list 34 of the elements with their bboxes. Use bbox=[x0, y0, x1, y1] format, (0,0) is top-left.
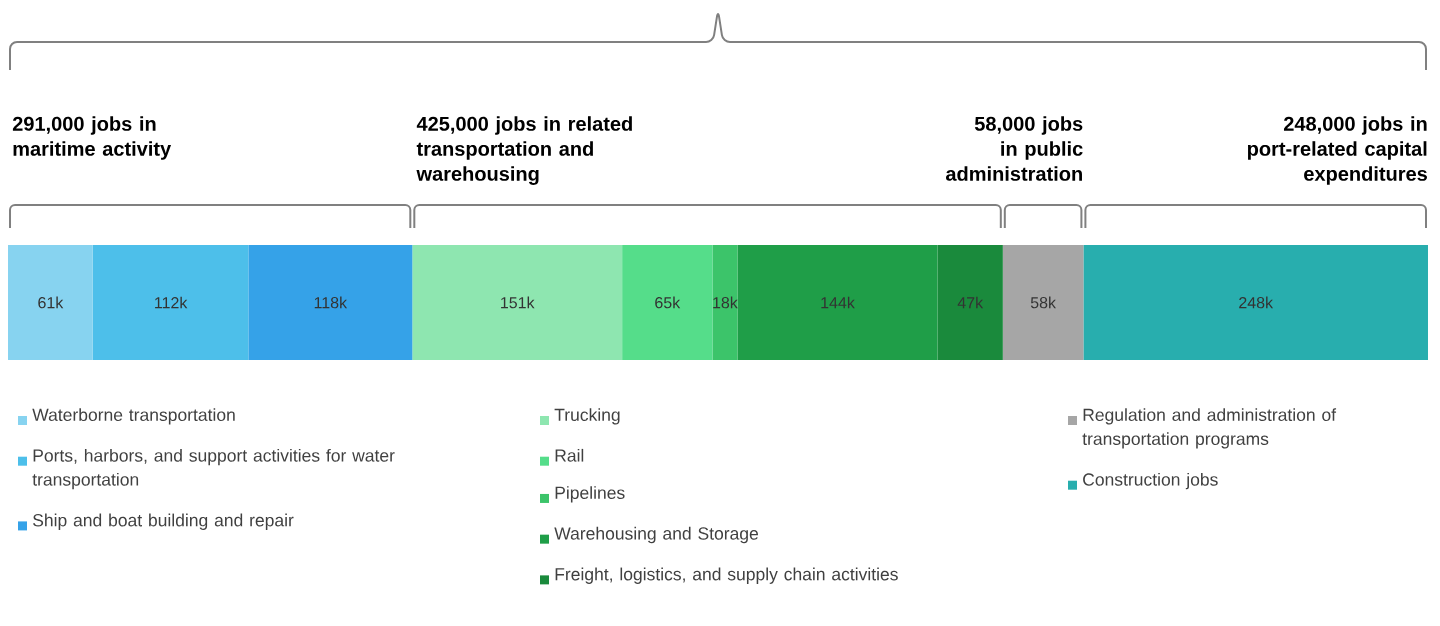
bar bbox=[92, 244, 249, 360]
bar bbox=[622, 244, 713, 360]
data-label: 144k bbox=[821, 296, 855, 309]
bar bbox=[412, 244, 623, 360]
legend-label: Ports, harbors, and support activities for water transportation bbox=[32, 448, 395, 490]
legend-label: Waterborne transportation bbox=[32, 408, 235, 425]
data-label: 47k bbox=[957, 296, 984, 309]
bar bbox=[1083, 244, 1428, 360]
bar bbox=[712, 244, 738, 360]
data-label: 118k bbox=[314, 296, 348, 309]
data-label: 248k bbox=[1239, 296, 1274, 309]
legend-label: Construction jobs bbox=[1083, 472, 1218, 490]
data-label: 58k bbox=[1030, 296, 1057, 309]
text: 291,000 jobs in maritime activity bbox=[12, 116, 172, 160]
text: 425,000 jobs in related transportation and warehousing bbox=[416, 116, 632, 185]
bar bbox=[248, 244, 413, 360]
bar bbox=[937, 244, 1003, 360]
text: 248,000 jobs in port-related capital expenditures bbox=[1247, 116, 1427, 185]
text: 58,000 jobs in public administration bbox=[945, 116, 1083, 181]
data-label: 18k bbox=[713, 296, 738, 309]
data-label: 112k bbox=[155, 296, 188, 309]
data-label: 151k bbox=[501, 296, 535, 309]
data-label: 65k bbox=[655, 296, 681, 309]
bar bbox=[737, 244, 938, 360]
data-label: 61k bbox=[38, 296, 64, 309]
legend-label: Warehousing and Storage bbox=[554, 526, 759, 544]
bar bbox=[1002, 244, 1084, 360]
legend-label: Regulation and administration of transportation programs bbox=[1082, 408, 1337, 449]
bar bbox=[8, 244, 93, 360]
legend-label: Trucking bbox=[554, 408, 620, 425]
legend-label: Pipelines bbox=[555, 486, 625, 503]
legend-label: Ship and boat building and repair bbox=[33, 513, 294, 530]
legend-label: Rail bbox=[555, 448, 584, 462]
legend-label: Freight, logistics, and supply chain activities bbox=[555, 567, 898, 584]
